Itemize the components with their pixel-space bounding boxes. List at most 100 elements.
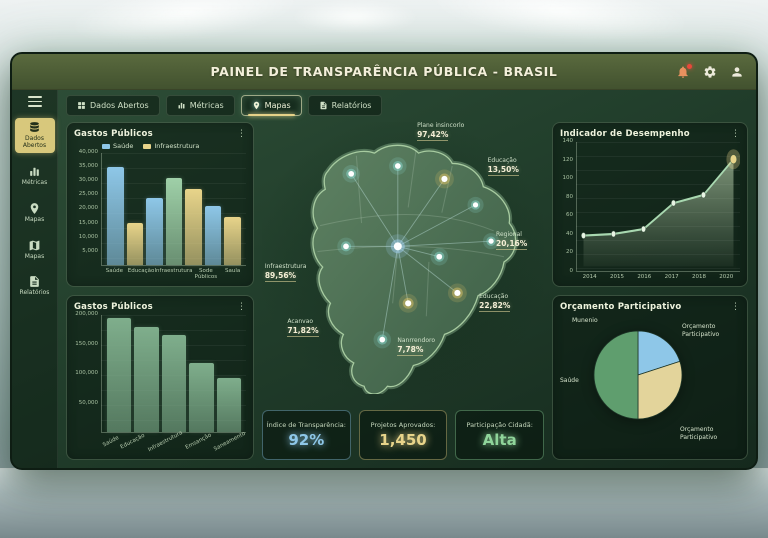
- x-axis: Saúde Educação Infraestrutura Sode Públicos…: [101, 268, 246, 280]
- map-annotation: Regional 20,16%: [496, 230, 528, 250]
- x-tick-label: 2015: [609, 274, 624, 280]
- sidebar-item-label: Dados Abertos: [22, 135, 47, 149]
- annotation-label: Regional: [496, 230, 522, 238]
- card-menu-button[interactable]: ⋮: [731, 301, 740, 312]
- sidebar-item-metricas[interactable]: Métricas: [15, 162, 55, 190]
- annotation-label: Acanvao: [287, 317, 314, 325]
- tab-label: Mapas: [264, 101, 291, 110]
- y-tick-label: 100,000: [75, 370, 98, 376]
- map-annotation: Plane insincorlo 97,42%: [417, 122, 464, 141]
- card-menu-button[interactable]: ⋮: [237, 128, 246, 139]
- sidebar-item-label: Relatórios: [19, 289, 50, 297]
- bar-chart-plot: [101, 315, 246, 433]
- bar: [146, 197, 163, 265]
- y-tick-label: 200,000: [75, 311, 98, 317]
- x-tick-label: 2014: [582, 274, 597, 280]
- y-tick-label: 140: [562, 138, 574, 144]
- card-title: Orçamento Participativo: [560, 302, 682, 312]
- card-menu-button[interactable]: ⋮: [731, 128, 740, 139]
- map-annotation: Educação 13,50%: [487, 157, 519, 177]
- bar: [107, 167, 124, 265]
- x-tick-label: Infraestrutura: [146, 430, 184, 454]
- floor: [0, 468, 768, 538]
- notifications-button[interactable]: [674, 63, 692, 81]
- sidebar-item-mapas[interactable]: Mapas: [15, 199, 55, 227]
- annotation-value: 13,50%: [487, 165, 519, 177]
- y-tick-label: 20,000: [78, 205, 98, 212]
- map-connections: [346, 166, 492, 340]
- y-tick-label: 15,000: [78, 219, 98, 226]
- pie-label: Munenio: [572, 317, 598, 324]
- annotation-label: Infraestrutura: [264, 263, 307, 271]
- y-tick-label: 50,000: [78, 399, 98, 406]
- x-tick-label: 2018: [691, 274, 706, 280]
- annotation-value: 97,42%: [417, 130, 449, 141]
- y-tick-label: 25,000: [78, 191, 98, 198]
- header-actions: [674, 54, 746, 90]
- bar-chart-icon: [178, 102, 185, 109]
- map-annotation: Nanrrendoro 7,78%: [397, 337, 435, 356]
- legend-item: Infraestrutura: [143, 142, 199, 150]
- hamburger-menu-icon[interactable]: [27, 96, 42, 107]
- y-axis: 40,000 35,000 30,000 25,000 20,000 15,000 10,0…: [74, 149, 101, 266]
- tab-metricas[interactable]: Métricas: [165, 95, 235, 116]
- bar-chart-icon: [30, 167, 39, 176]
- main-content: Dados Abertos Métricas Mapas Relatórios: [58, 90, 756, 468]
- legend-item: Saúde: [102, 142, 133, 150]
- card-indicador-desempenho: Indicador de Desempenho ⋮ 140 120 100 80 60 4…: [552, 122, 748, 287]
- sidebar-item-mapas-2[interactable]: Mapas: [15, 236, 55, 264]
- annotation-value: 22,82%: [479, 301, 511, 313]
- y-tick-label: 35,000: [78, 163, 98, 170]
- annotation-label: Educação: [487, 157, 517, 165]
- stat-indice-transparencia: Índice de Transparência: 92%: [262, 410, 351, 460]
- pie-chart-svg: [593, 330, 683, 420]
- user-button[interactable]: [728, 63, 746, 81]
- bar: [216, 378, 242, 432]
- map-nodes: [337, 157, 500, 349]
- y-tick-label: 80: [566, 193, 573, 200]
- page-title: PAINEL DE TRANSPARÊNCIA PÚBLICA - BRASIL: [210, 64, 558, 79]
- sidebar-item-label: Mapas: [24, 252, 45, 260]
- tab-dados-abertos[interactable]: Dados Abertos: [66, 95, 160, 116]
- tab-bar: Dados Abertos Métricas Mapas Relatórios: [66, 95, 748, 116]
- sidebar-item-relatorios[interactable]: Relatórios: [15, 272, 55, 300]
- bar: [189, 362, 214, 432]
- tab-label: Dados Abertos: [90, 101, 149, 110]
- x-tick-label: 2016: [637, 274, 652, 280]
- y-tick-label: 120: [562, 156, 574, 163]
- sidebar-item-label: Métricas: [21, 178, 48, 186]
- pie-chart: Munenio Orçamento Participativo Saúde Or…: [560, 315, 740, 453]
- stats-row: Índice de Transparência: 92% Projetos Ap…: [262, 410, 545, 460]
- sidebar-item-label: Mapas: [24, 215, 45, 223]
- sidebar-item-dados-abertos[interactable]: Dados Abertos: [14, 118, 55, 153]
- database-icon: [30, 122, 39, 132]
- stat-projetos-aprovados: Projetos Aprovados: 1,450: [358, 410, 448, 460]
- pin-icon: [253, 101, 259, 110]
- x-tick-label: Saúde: [105, 267, 123, 274]
- card-menu-button[interactable]: ⋮: [237, 301, 246, 312]
- bar: [126, 222, 144, 265]
- y-tick-label: 60: [566, 212, 573, 219]
- settings-button[interactable]: [701, 63, 719, 81]
- bar: [224, 217, 242, 265]
- x-tick-label: Saneamento: [213, 430, 247, 453]
- bar: [134, 326, 159, 432]
- line-chart-plot: [576, 142, 740, 272]
- pie-label: Orçamento Participativo: [682, 323, 720, 338]
- bar: [161, 335, 187, 432]
- pie-label: Orçamento Participativo: [680, 426, 718, 441]
- sidebar: Dados Abertos Métricas Mapas Mapas Relat…: [12, 90, 58, 468]
- ceiling-light: [67, 0, 303, 54]
- x-tick-label: Educação: [119, 432, 146, 451]
- annotation-value: 89,56%: [264, 271, 297, 283]
- tab-relatorios[interactable]: Relatórios: [307, 95, 383, 116]
- annotation-label: Nanrrendoro: [397, 336, 436, 344]
- gear-icon: [704, 66, 716, 78]
- tab-label: Métricas: [189, 101, 224, 110]
- y-tick-label: 150,000: [75, 340, 98, 347]
- y-tick-label: 40,000: [78, 149, 98, 155]
- tab-mapas[interactable]: Mapas: [240, 95, 302, 116]
- card-title: Gastos Públicos: [74, 129, 153, 139]
- x-tick-label: Emsanção: [184, 432, 213, 451]
- bell-icon: [678, 66, 688, 78]
